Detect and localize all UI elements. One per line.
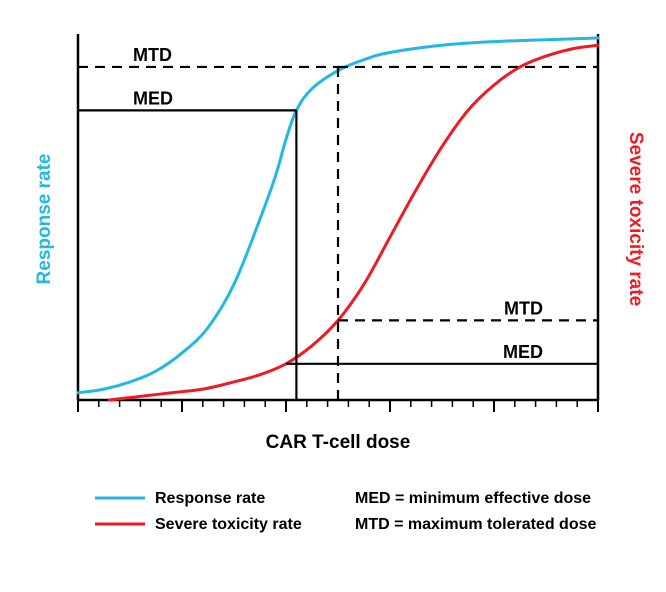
label-med-right: MED [503,342,543,362]
dose-response-chart: MTD MED MTD MED CAR T-cell dose Response rate… [0,0,666,592]
y-axis-right-label: Severe toxicity rate [625,132,646,306]
chart-container: MTD MED MTD MED CAR T-cell dose Response rate… [0,0,666,592]
legend-label: Severe toxicity rate [155,516,302,533]
label-mtd-right: MTD [504,298,543,318]
x-axis-label: CAR T-cell dose [266,432,411,453]
label-mtd-left: MTD [133,45,172,65]
legend-definition: MTD = maximum tolerated dose [355,516,596,533]
y-axis-left-label: Response rate [34,154,55,285]
legend-label: Response rate [155,490,265,507]
legend-definition: MED = minimum effective dose [355,490,591,507]
label-med-left: MED [133,88,173,108]
